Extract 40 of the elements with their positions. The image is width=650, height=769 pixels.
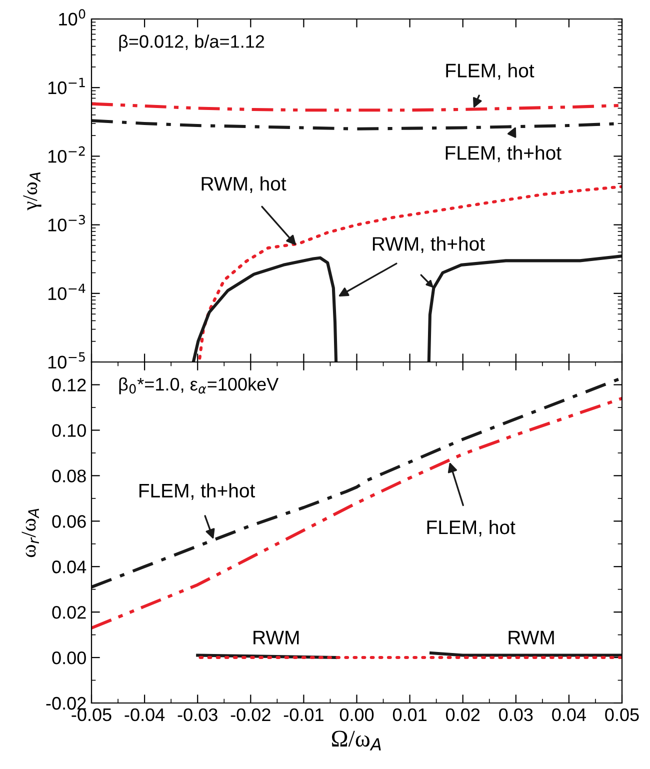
y-tick-label: 0.12	[52, 378, 86, 392]
x-tick-label: 0.02	[446, 708, 480, 722]
annotation: FLEM, hot	[427, 520, 516, 537]
y-tick-label: 0.08	[52, 470, 86, 482]
x-tick-label: -0.04	[124, 708, 165, 722]
x-tick-label: 0.04	[552, 708, 586, 722]
annotation: RWM	[254, 630, 299, 644]
y-tick-label: 10$^{0}$	[59, 9, 86, 26]
x-tick-label: 0.03	[499, 708, 533, 722]
y-tick-label: 0.06	[52, 515, 86, 528]
y-tick-label: 10$^{−5}$	[48, 352, 85, 369]
y-axis-title: γ/ω$_{A}$	[23, 172, 42, 210]
y-tick-label: 0.10	[52, 424, 86, 437]
x-tick-label: -0.01	[284, 708, 324, 722]
annotation: β$_{0}$*=1.0, ε$_{α}$=100keV	[119, 377, 279, 394]
annotation: FLEM, th+hot	[139, 483, 256, 500]
x-tick-label: -0.02	[230, 708, 270, 722]
y-tick-label: 0.02	[52, 606, 86, 619]
y-tick-label: 10$^{−1}$	[48, 78, 85, 94]
y-tick-label: -0.02	[46, 696, 86, 710]
annotation: FLEM, hot	[446, 63, 534, 80]
annotation: RWM, hot	[202, 176, 286, 193]
x-tick-label: -0.03	[178, 708, 218, 722]
y-tick-label: 10$^{−4}$	[48, 284, 86, 300]
y-tick-label: 10$^{−2}$	[48, 146, 85, 163]
y-tick-label: 0.04	[52, 560, 86, 574]
line-series	[92, 396, 622, 630]
y-axis-title: ω$_{r}$/ω$_{A}$	[22, 508, 39, 558]
x-tick-label: 0.01	[392, 708, 426, 722]
x-axis-title: Ω/ω$_{A}$	[332, 730, 381, 750]
y-tick-label: 10$^{−3}$	[48, 214, 85, 232]
annotation: RWM	[508, 630, 554, 644]
annotation: FLEM, th+hot	[446, 146, 562, 162]
line-series	[92, 376, 622, 589]
annotation: RWM, th+hot	[372, 236, 485, 254]
x-tick-label: 0.00	[340, 708, 374, 722]
y-tick-label: 0.00	[52, 651, 86, 664]
x-tick-label: 0.05	[605, 708, 639, 722]
annotation: β=0.012, b/a=1.12	[119, 34, 264, 52]
x-tick-label: -0.05	[72, 708, 112, 722]
